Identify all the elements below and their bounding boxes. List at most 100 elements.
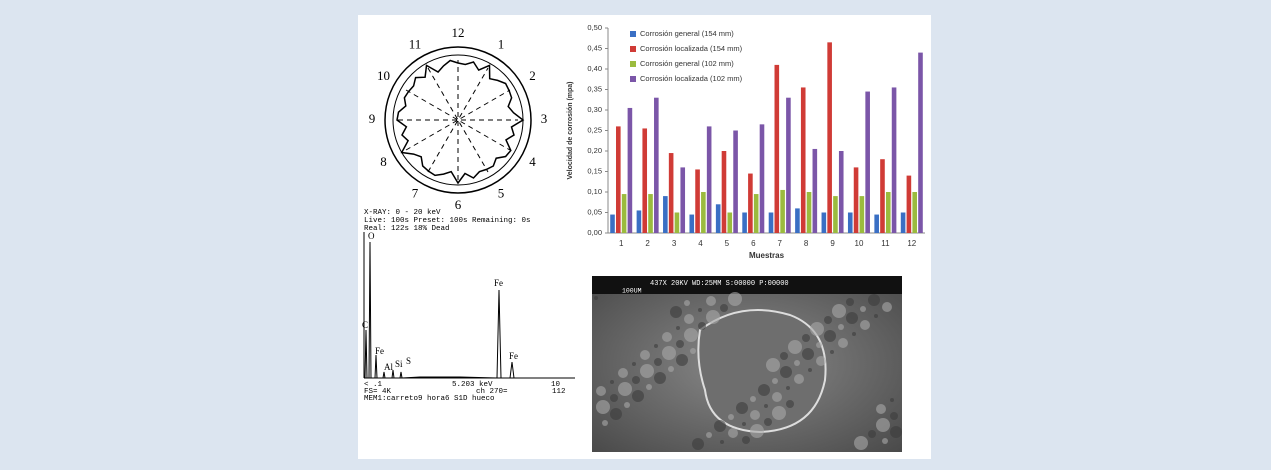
grain — [624, 402, 630, 408]
grain — [728, 428, 738, 438]
x-tick-label: 12 — [907, 239, 916, 248]
grain — [854, 436, 868, 450]
grain — [890, 426, 902, 438]
legend-swatch — [630, 76, 636, 82]
grain — [596, 400, 610, 414]
grain — [676, 354, 688, 366]
grain — [602, 420, 608, 426]
x-tick-label: 6 — [751, 239, 756, 248]
grain — [772, 392, 782, 402]
grain — [618, 368, 628, 378]
grain — [838, 338, 848, 348]
grain — [860, 306, 866, 312]
sem-scale: 100UM — [622, 288, 642, 295]
bar — [701, 192, 706, 233]
grain — [830, 350, 834, 354]
bar — [833, 196, 838, 233]
x-tick-label: 10 — [855, 239, 864, 248]
grain — [764, 404, 768, 408]
grain — [632, 390, 644, 402]
bar — [727, 213, 732, 234]
peak-label: Fe — [494, 278, 503, 288]
grain — [610, 380, 614, 384]
legend-label: Corrosión localizada (154 mm) — [640, 44, 743, 53]
peak-label: Fe — [509, 351, 518, 361]
grain — [742, 436, 750, 444]
y-axis-label: Velocidad de corrosión (mpa) — [567, 81, 574, 179]
grain — [852, 332, 856, 336]
y-tick-label: 0,35 — [587, 84, 602, 93]
grain — [766, 358, 780, 372]
page: 123456789101112 X-RAY: 0 - 20 keVLive: 1… — [0, 0, 1271, 470]
clock-label: 8 — [380, 154, 387, 169]
grain — [640, 350, 650, 360]
bar — [907, 176, 912, 233]
grain — [846, 312, 858, 324]
bar — [807, 192, 812, 233]
x-tick-label: 9 — [830, 239, 835, 248]
grain — [676, 326, 680, 330]
bar — [642, 128, 647, 233]
bar — [695, 169, 700, 233]
grain — [816, 342, 822, 348]
grain — [684, 300, 690, 306]
grain — [692, 438, 704, 450]
bar — [616, 126, 621, 233]
grain — [594, 296, 598, 300]
peak-label: O — [368, 231, 375, 241]
bar — [860, 196, 865, 233]
bar — [801, 87, 806, 233]
bar — [663, 196, 668, 233]
grain — [876, 418, 890, 432]
eds-footer: MEM1:carreto9 hora6 S1D hueco — [364, 395, 495, 403]
clock-label: 9 — [369, 111, 376, 126]
grain — [750, 424, 764, 438]
grain — [860, 320, 870, 330]
y-tick-label: 0,30 — [587, 105, 602, 114]
grain — [882, 302, 892, 312]
x-tick-label: 1 — [619, 239, 624, 248]
grain — [632, 376, 640, 384]
bar — [742, 213, 747, 234]
grain — [780, 366, 792, 378]
y-tick-label: 0,40 — [587, 64, 602, 73]
clock-label: 3 — [541, 111, 548, 126]
grain — [662, 346, 676, 360]
grain — [794, 374, 804, 384]
grain — [742, 422, 746, 426]
legend-swatch — [630, 61, 636, 67]
grain — [824, 330, 836, 342]
bar — [610, 215, 615, 233]
grain — [706, 432, 712, 438]
peak-label: C — [362, 320, 368, 330]
grain — [794, 360, 800, 366]
grain — [772, 378, 778, 384]
grain — [684, 328, 698, 342]
grain — [706, 310, 720, 324]
grain — [596, 386, 606, 396]
bar — [795, 208, 800, 233]
grain — [808, 368, 812, 372]
x-tick-label: 4 — [698, 239, 703, 248]
legend-label: Corrosión general (154 mm) — [640, 29, 734, 38]
bar — [918, 53, 923, 233]
eds-header: Real: 122s 18% Dead — [364, 225, 450, 233]
bar — [707, 126, 712, 233]
bar — [675, 213, 680, 234]
grain — [890, 398, 894, 402]
grain — [750, 396, 756, 402]
sem-header: 437X 20KV WD:25MM S:00000 P:00000 — [650, 280, 789, 288]
grain — [786, 386, 790, 390]
x-tick-label: 5 — [725, 239, 730, 248]
grain — [890, 412, 898, 420]
grain — [690, 348, 696, 354]
eds-header: Live: 100s Preset: 100s Remaining: 0s — [364, 217, 531, 225]
peak-label: S — [406, 356, 411, 366]
bar — [892, 87, 897, 233]
legend-swatch — [630, 31, 636, 37]
grain — [654, 372, 666, 384]
grain — [772, 406, 786, 420]
grain — [788, 340, 802, 354]
grain — [618, 382, 632, 396]
grain — [802, 334, 810, 342]
